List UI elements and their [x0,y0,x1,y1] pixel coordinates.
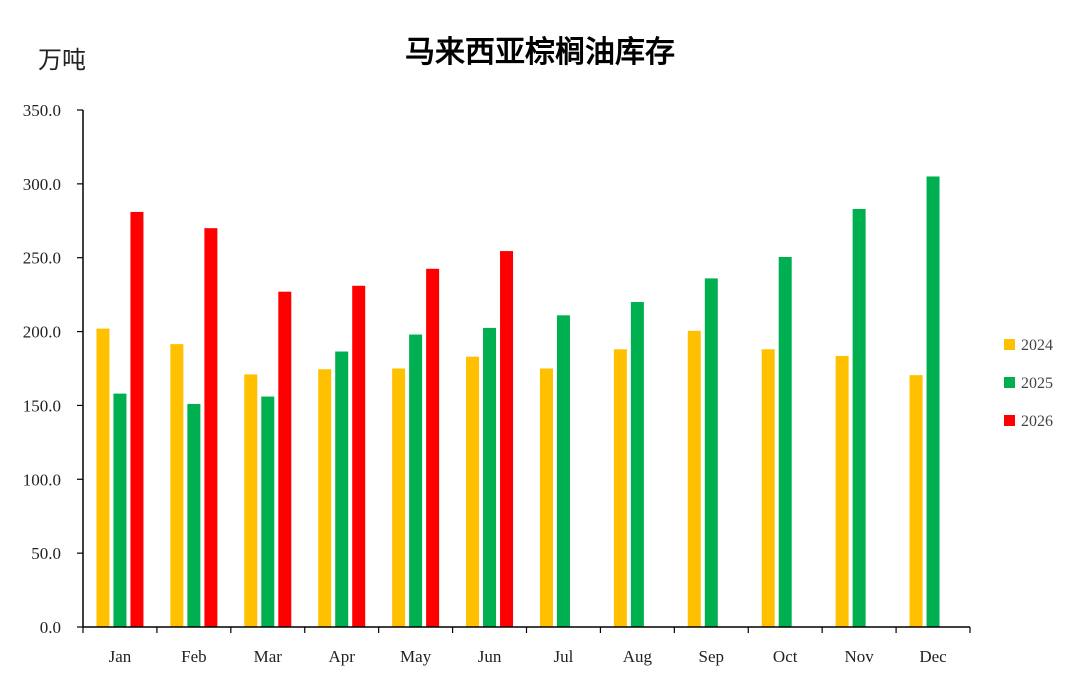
legend-swatch-2024 [1004,339,1015,350]
bar-2024-Feb [170,344,184,627]
bar-2026-Mar [278,291,292,627]
legend: 2024 2025 2026 [1004,337,1053,430]
x-tick-label: Aug [623,647,653,666]
bar-2024-Mar [244,374,258,627]
x-tick-label: Jun [478,647,502,666]
y-axis-ticks: 0.0 50.0 100.0 150.0 200.0 250.0 300.0 350.0 [23,101,83,637]
bar-2024-Nov [835,355,849,627]
bar-2025-Jan [113,393,127,627]
x-tick-label: Dec [919,647,947,666]
bar-2025-Apr [335,351,349,627]
bar-2024-Sep [687,330,701,627]
bar-2024-Oct [761,349,775,627]
y-tick-label: 200.0 [23,323,61,342]
bar-2024-Jan [96,328,110,627]
bar-2024-Jun [466,356,480,627]
bar-2026-Jun [500,251,514,627]
bar-2025-Feb [187,403,201,627]
y-tick-label: 0.0 [40,618,61,637]
bar-2026-Apr [352,285,366,627]
x-tick-label: Jul [554,647,574,666]
legend-label: 2024 [1021,337,1053,354]
bar-2026-Feb [204,228,218,627]
bar-2025-Aug [630,302,644,627]
bar-2024-Jul [539,368,553,627]
x-tick-label: Mar [254,647,283,666]
bar-2025-Dec [926,176,940,627]
x-tick-label: Sep [699,647,725,666]
legend-label: 2025 [1021,375,1053,392]
x-tick-label: Feb [181,647,207,666]
bar-2025-Nov [852,208,866,627]
y-axis-unit-label: 万吨 [38,46,86,74]
bar-2024-Aug [613,349,627,627]
x-tick-label: Jan [109,647,132,666]
y-tick-label: 350.0 [23,101,61,120]
bar-2025-Sep [704,278,718,627]
x-tick-label: May [400,647,432,666]
bar-2025-Mar [261,396,275,627]
bar-2024-May [392,368,406,627]
legend-swatch-2025 [1004,377,1015,388]
bar-2024-Dec [909,375,923,627]
y-tick-label: 150.0 [23,396,61,415]
y-tick-label: 100.0 [23,470,61,489]
bar-2025-May [409,334,423,627]
y-tick-label: 50.0 [31,544,61,563]
x-tick-label: Apr [328,647,355,666]
bar-2026-Jan [130,211,144,627]
legend-swatch-2026 [1004,415,1015,426]
y-tick-label: 300.0 [23,175,61,194]
bar-2025-Jun [483,327,497,627]
bars [96,176,940,627]
chart-title: 马来西亚棕榈油库存 [405,35,675,70]
bar-2024-Apr [318,369,332,627]
x-axis-ticks: Jan Feb Mar Apr May Jun Jul Aug Sep Oct Nov Dec [82,627,971,666]
y-tick-label: 250.0 [23,249,61,268]
x-tick-label: Oct [773,647,798,666]
x-tick-label: Nov [844,647,874,666]
legend-label: 2026 [1021,413,1053,430]
bar-2025-Oct [778,256,792,627]
bar-2025-Jul [556,315,570,627]
bar-2026-May [426,268,440,627]
